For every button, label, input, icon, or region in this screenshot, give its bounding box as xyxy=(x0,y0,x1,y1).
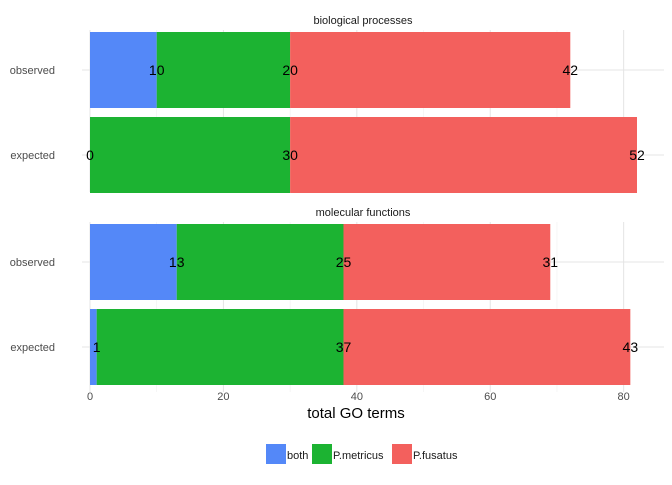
data-label: 42 xyxy=(563,62,579,78)
legend-label: both xyxy=(287,450,308,462)
bar-segment-p-metricus xyxy=(90,117,291,193)
x-tick-label: 0 xyxy=(87,391,93,403)
data-label: 25 xyxy=(336,254,352,270)
legend-swatch xyxy=(392,444,412,464)
x-tick-label: 60 xyxy=(484,391,496,403)
data-label: 30 xyxy=(282,147,298,163)
data-label: 52 xyxy=(629,147,645,163)
bar-segment-p-fusatus xyxy=(343,309,631,385)
bar-segment-both xyxy=(90,32,157,108)
panel-title: molecular functions xyxy=(316,207,411,219)
data-label: 13 xyxy=(169,254,185,270)
data-label: 43 xyxy=(623,339,639,355)
bar-segment-p-fusatus xyxy=(343,224,551,300)
bar-segment-p-fusatus xyxy=(290,32,571,108)
legend: both P.metricus P.fusatus xyxy=(266,444,458,464)
bar-segment-p-metricus xyxy=(96,309,344,385)
data-label: 37 xyxy=(336,339,352,355)
panel-title: biological processes xyxy=(313,15,413,27)
legend-swatch xyxy=(312,444,332,464)
bar-segment-p-metricus xyxy=(176,224,344,300)
legend-label: P.fusatus xyxy=(413,450,458,462)
bar-segment-p-fusatus xyxy=(290,117,637,193)
data-label: 20 xyxy=(282,62,298,78)
data-label: 31 xyxy=(542,254,558,270)
y-tick-label: expected xyxy=(10,150,55,162)
bar-segment-both xyxy=(90,309,97,385)
data-label: 0 xyxy=(86,147,94,163)
axis-layer: total GO terms 0 20 40 60 80 xyxy=(87,391,630,422)
y-tick-label: expected xyxy=(10,342,55,354)
bar-segment-both xyxy=(90,224,177,300)
legend-swatch xyxy=(266,444,286,464)
x-tick-label: 20 xyxy=(217,391,229,403)
data-label: 1 xyxy=(93,339,101,355)
legend-label: P.metricus xyxy=(333,450,384,462)
x-axis-title: total GO terms xyxy=(307,405,405,422)
x-tick-label: 80 xyxy=(618,391,630,403)
y-tick-label: observed xyxy=(10,257,55,269)
x-tick-label: 40 xyxy=(351,391,363,403)
y-tick-label: observed xyxy=(10,65,55,77)
data-label: 10 xyxy=(149,62,165,78)
bar-segment-p-metricus xyxy=(156,32,291,108)
